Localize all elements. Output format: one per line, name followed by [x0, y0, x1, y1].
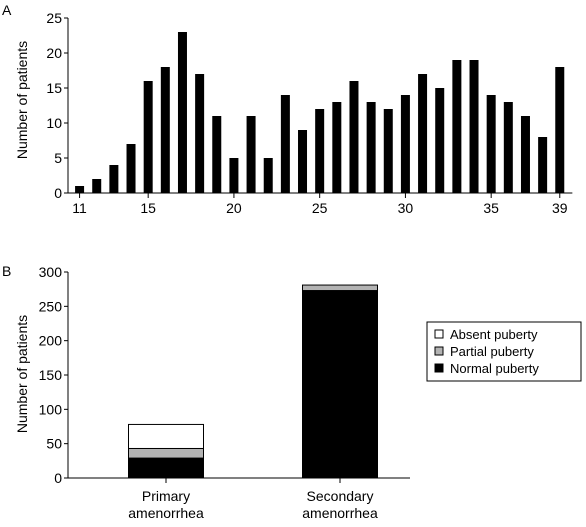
x-tick-label: 25 [312, 200, 328, 216]
stacked-bar-segment [302, 290, 378, 479]
panel-a-letter: A [2, 2, 12, 18]
y-tick-label: 300 [39, 264, 63, 280]
x-tick-label: 35 [483, 200, 499, 216]
bar [520, 116, 530, 193]
x-tick-label: 15 [140, 200, 156, 216]
y-tick-label: 20 [46, 45, 62, 61]
panel-b-bars [128, 284, 378, 479]
bar [538, 137, 548, 193]
bar [349, 81, 359, 193]
stacked-bar-segment [128, 423, 204, 449]
stacked-bar-segment [302, 284, 378, 292]
y-tick-label: 100 [39, 401, 63, 417]
bar [298, 130, 308, 193]
bar [280, 95, 290, 193]
x-category-label: Secondary [307, 488, 374, 504]
bar [383, 109, 393, 193]
y-tick-label: 15 [46, 80, 62, 96]
bar [503, 102, 513, 193]
legend-swatch [434, 329, 444, 339]
panel-b-chart: B Number of patients PrimaryamenorrheaSe… [2, 263, 582, 521]
bar [366, 102, 376, 193]
panel-a-chart: A Number of patients 0 5 10 15 20 25 11 15 20 25 3… [2, 2, 573, 216]
panel-b-axes: PrimaryamenorrheaSecondaryamenorrhea0501… [39, 264, 410, 521]
x-tick-label: 11 [72, 200, 87, 216]
bar [315, 109, 325, 193]
panel-a-bars [75, 32, 565, 193]
bar [92, 179, 102, 193]
y-tick-label: 10 [46, 115, 62, 131]
y-tick-label: 0 [54, 185, 62, 201]
x-tick-label: 39 [552, 200, 568, 216]
legend-swatch [434, 346, 444, 356]
bar [195, 74, 205, 193]
stacked-bar-segment [128, 447, 204, 459]
legend-label: Absent puberty [450, 327, 538, 342]
bar [177, 32, 187, 193]
bar [212, 116, 222, 193]
bar [469, 60, 479, 193]
bar [555, 67, 565, 193]
bar [418, 74, 428, 193]
bar [263, 158, 273, 193]
y-tick-label: 200 [39, 333, 63, 349]
bar [143, 81, 153, 193]
panel-b-letter: B [2, 263, 11, 279]
legend-swatch [434, 363, 444, 373]
y-tick-label: 150 [39, 367, 63, 383]
bar [486, 95, 496, 193]
x-tick-label: 30 [398, 200, 414, 216]
stacked-bar-segment [128, 457, 204, 479]
legend-box [426, 321, 582, 382]
panel-a-axes: 0 5 10 15 20 25 11 15 20 25 30 35 39 [46, 10, 573, 216]
x-tick-label: 20 [226, 200, 242, 216]
bar [75, 186, 85, 193]
legend-label: Normal puberty [450, 361, 539, 376]
bar [229, 158, 239, 193]
legend-label: Partial puberty [450, 344, 534, 359]
bar [332, 102, 342, 193]
bar [109, 165, 119, 193]
panel-a-y-axis-title: Number of patients [14, 41, 30, 159]
y-tick-label: 50 [46, 436, 62, 452]
x-category-label: Primary [142, 488, 190, 504]
x-category-label: amenorrhea [128, 505, 204, 521]
y-tick-label: 0 [54, 470, 62, 486]
panel-b-legend: Absent puberty Partial puberty Normal pube… [426, 321, 582, 382]
bar [160, 67, 170, 193]
bar [126, 144, 136, 193]
x-category-label: amenorrhea [302, 505, 378, 521]
bar [452, 60, 462, 193]
bar [400, 95, 410, 193]
y-tick-label: 250 [39, 298, 63, 314]
panel-b-y-axis-title: Number of patients [14, 315, 30, 433]
y-tick-label: 5 [54, 150, 62, 166]
bar [435, 88, 445, 193]
bar [246, 116, 256, 193]
y-tick-label: 25 [46, 10, 62, 26]
